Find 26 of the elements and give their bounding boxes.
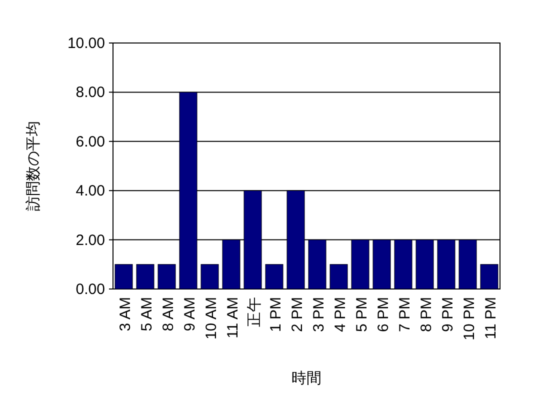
x-axis-title: 時間 <box>292 370 322 387</box>
x-tick-label: 10 AM <box>202 297 220 340</box>
x-tick-label: 3 PM <box>310 297 328 332</box>
x-tick-label: 3 AM <box>116 297 134 332</box>
y-tick-label: 0.00 <box>76 281 105 298</box>
x-tick-label: 10 PM <box>460 297 478 340</box>
x-tick-label: 8 PM <box>418 297 435 332</box>
x-tick-label: 2 PM <box>288 297 306 332</box>
x-tick-label: 5 PM <box>353 297 370 332</box>
x-tick-label: 8 AM <box>160 297 177 332</box>
y-axis-title: 訪問数の平均 <box>25 121 42 211</box>
x-tick-label: 9 AM <box>181 297 198 332</box>
x-tick-label: 5 AM <box>138 297 156 332</box>
x-tick-label: 11 PM <box>482 297 500 340</box>
y-tick-label: 8.00 <box>76 84 105 102</box>
x-tick-label: 7 PM <box>396 297 414 332</box>
x-tick-label: 正午 <box>246 297 263 327</box>
y-tick-label: 10.00 <box>67 35 105 52</box>
x-tick-label: 4 PM <box>332 297 349 332</box>
y-tick-label: 2.00 <box>76 232 105 249</box>
y-tick-label: 4.00 <box>76 182 105 200</box>
x-tick-label: 11 AM <box>224 297 242 338</box>
x-tick-label: 1 PM <box>267 297 284 332</box>
y-tick-label: 6.00 <box>76 133 105 150</box>
x-tick-label: 9 PM <box>439 297 456 332</box>
x-tick-label: 6 PM <box>374 297 392 332</box>
